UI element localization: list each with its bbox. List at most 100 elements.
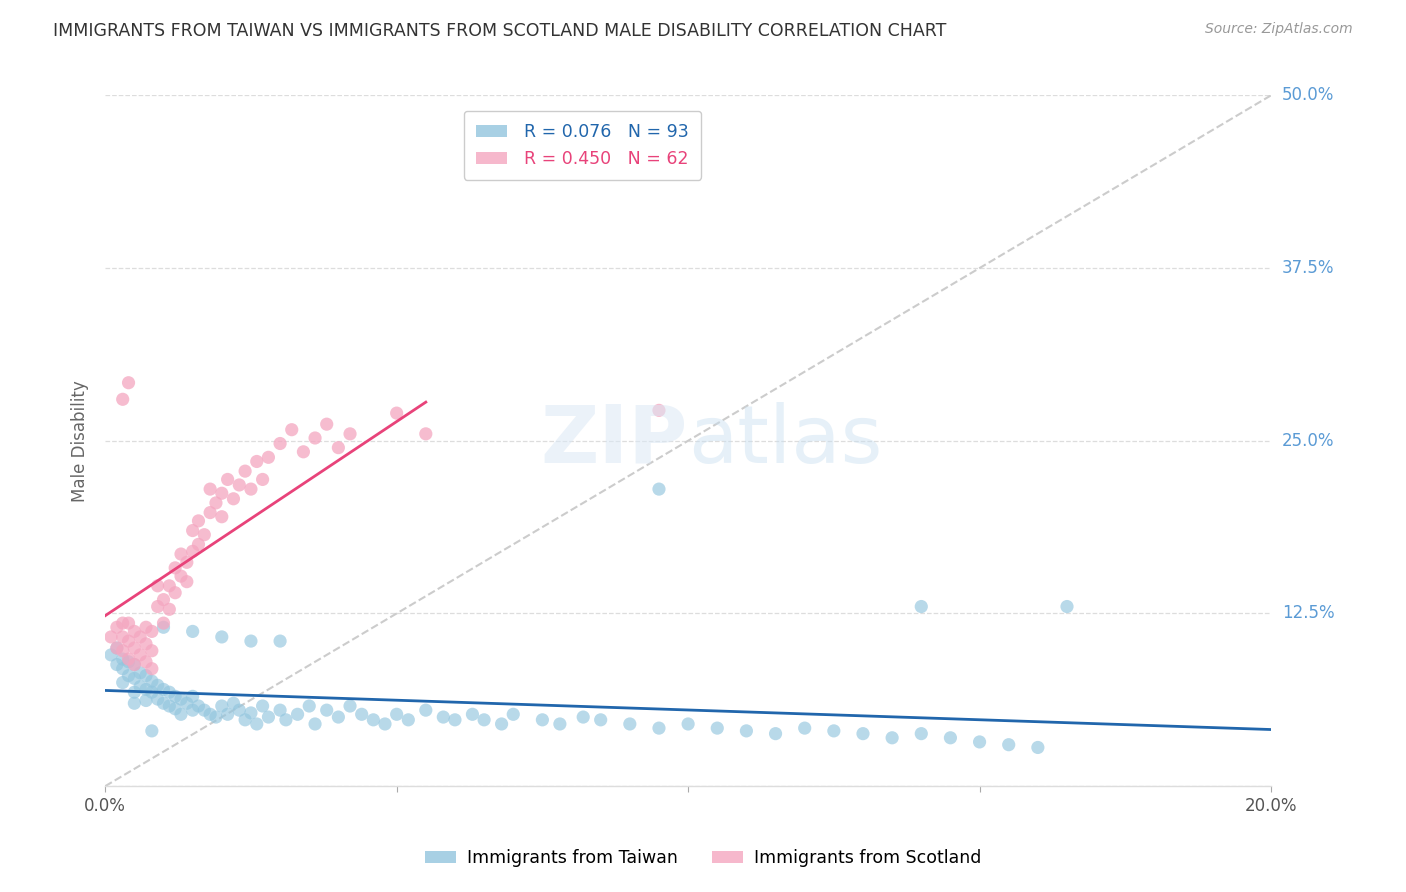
Point	[165, 561, 187, 575]
Point	[350, 707, 373, 722]
Point	[257, 450, 280, 465]
Point	[157, 602, 180, 616]
Point	[157, 579, 180, 593]
Point	[124, 624, 146, 639]
Point	[396, 713, 419, 727]
Point	[198, 506, 221, 520]
Point	[129, 665, 152, 680]
Point	[339, 698, 361, 713]
Point	[117, 652, 139, 666]
Point	[239, 706, 262, 720]
Point	[152, 696, 174, 710]
Point	[152, 592, 174, 607]
Point	[246, 454, 269, 468]
Point	[117, 655, 139, 669]
Point	[287, 707, 309, 722]
Point	[315, 417, 337, 432]
Point	[1026, 740, 1049, 755]
Point	[292, 445, 315, 459]
Point	[239, 634, 262, 648]
Point	[211, 486, 233, 500]
Point	[165, 690, 187, 704]
Point	[111, 630, 134, 644]
Point	[146, 599, 169, 614]
Point	[124, 657, 146, 672]
Point	[676, 717, 699, 731]
Point	[181, 524, 204, 538]
Point	[939, 731, 962, 745]
Point	[105, 640, 128, 655]
Point	[765, 726, 787, 740]
Text: ZIP: ZIP	[541, 401, 688, 480]
Point	[619, 717, 641, 731]
Point	[415, 426, 437, 441]
Point	[152, 620, 174, 634]
Point	[548, 717, 571, 731]
Point	[363, 713, 385, 727]
Point	[187, 698, 209, 713]
Point	[111, 675, 134, 690]
Point	[531, 713, 554, 727]
Point	[141, 624, 163, 639]
Point	[193, 527, 215, 541]
Point	[111, 652, 134, 666]
Point	[124, 657, 146, 672]
Point	[385, 707, 408, 722]
Point	[502, 707, 524, 722]
Point	[181, 624, 204, 639]
Point	[141, 685, 163, 699]
Point	[1056, 599, 1078, 614]
Point	[328, 441, 350, 455]
Point	[198, 482, 221, 496]
Point	[105, 620, 128, 634]
Point	[170, 692, 193, 706]
Point	[257, 710, 280, 724]
Point	[111, 392, 134, 407]
Point	[415, 703, 437, 717]
Point	[141, 644, 163, 658]
Point	[170, 547, 193, 561]
Text: atlas: atlas	[688, 401, 883, 480]
Point	[910, 599, 932, 614]
Point	[461, 707, 484, 722]
Point	[648, 482, 671, 496]
Point	[135, 693, 157, 707]
Point	[706, 721, 728, 735]
Point	[432, 710, 454, 724]
Point	[735, 723, 758, 738]
Point	[170, 707, 193, 722]
Text: 25.0%: 25.0%	[1282, 432, 1334, 450]
Point	[328, 710, 350, 724]
Point	[572, 710, 595, 724]
Point	[910, 726, 932, 740]
Point	[252, 472, 274, 486]
Point	[315, 703, 337, 717]
Point	[233, 464, 256, 478]
Text: IMMIGRANTS FROM TAIWAN VS IMMIGRANTS FROM SCOTLAND MALE DISABILITY CORRELATION C: IMMIGRANTS FROM TAIWAN VS IMMIGRANTS FRO…	[53, 22, 946, 40]
Point	[222, 696, 245, 710]
Point	[648, 721, 671, 735]
Point	[117, 668, 139, 682]
Point	[339, 426, 361, 441]
Point	[852, 726, 875, 740]
Point	[181, 703, 204, 717]
Point	[239, 482, 262, 496]
Point	[129, 648, 152, 662]
Point	[211, 509, 233, 524]
Point	[385, 406, 408, 420]
Point	[157, 698, 180, 713]
Point	[141, 662, 163, 676]
Point	[124, 685, 146, 699]
Point	[117, 634, 139, 648]
Point	[198, 707, 221, 722]
Point	[997, 738, 1019, 752]
Point	[129, 680, 152, 694]
Point	[187, 514, 209, 528]
Text: Source: ZipAtlas.com: Source: ZipAtlas.com	[1205, 22, 1353, 37]
Point	[269, 634, 291, 648]
Point	[648, 403, 671, 417]
Point	[146, 678, 169, 692]
Text: 12.5%: 12.5%	[1282, 605, 1334, 623]
Point	[135, 637, 157, 651]
Point	[135, 620, 157, 634]
